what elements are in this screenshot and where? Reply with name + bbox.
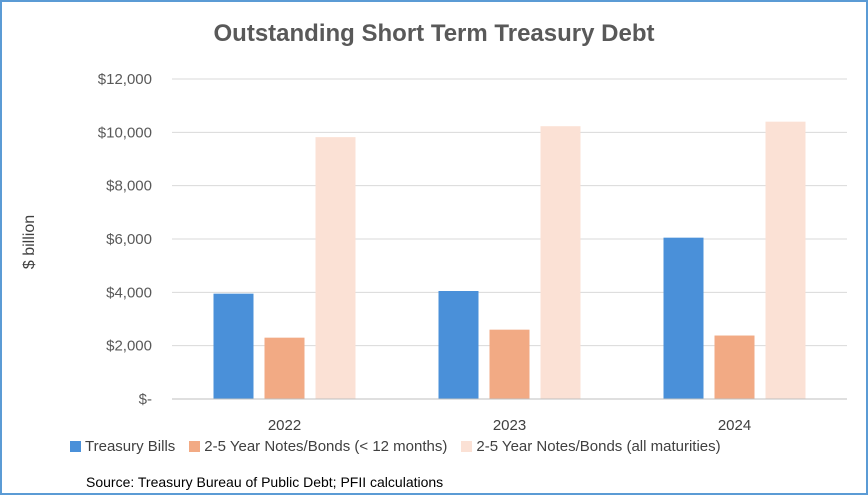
- y-tick-label: $-: [139, 391, 152, 408]
- legend-swatch-notes-under-12-months: [189, 441, 201, 452]
- source-note: Source: Treasury Bureau of Public Debt; …: [86, 474, 444, 490]
- legend-swatch-notes-all-maturities: [461, 441, 473, 452]
- bar: [714, 335, 755, 399]
- legend-item-treasury-bills: Treasury Bills: [70, 438, 175, 455]
- bar: [489, 329, 530, 399]
- y-tick-label: $10,000: [98, 124, 152, 141]
- y-tick-label: $12,000: [98, 71, 152, 88]
- y-tick-label: $4,000: [106, 284, 152, 301]
- chart-title: Outstanding Short Term Treasury Debt: [213, 20, 655, 47]
- bar: [213, 293, 254, 399]
- legend-swatch-treasury-bills: [70, 441, 81, 452]
- legend-label-notes-all-maturities: 2-5 Year Notes/Bonds (all maturities): [476, 438, 721, 455]
- y-tick-label: $2,000: [106, 338, 152, 355]
- legend-label-notes-under-12-months: 2-5 Year Notes/Bonds (< 12 months): [204, 438, 448, 455]
- bar: [765, 121, 806, 400]
- y-tick-label: $6,000: [106, 231, 152, 248]
- bar: [663, 237, 704, 399]
- legend: Treasury Bills 2-5 Year Notes/Bonds (< 1…: [70, 438, 721, 455]
- legend-item-notes-all-maturities: 2-5 Year Notes/Bonds (all maturities): [461, 438, 721, 455]
- x-tick-label: 2024: [718, 417, 751, 434]
- bar: [264, 337, 305, 399]
- bar: [438, 291, 479, 399]
- x-tick-label: 2022: [268, 417, 301, 434]
- bar: [540, 126, 581, 399]
- x-tick-label: 2023: [493, 417, 526, 434]
- bar: [315, 137, 356, 399]
- y-tick-label: $8,000: [106, 178, 152, 195]
- legend-label-treasury-bills: Treasury Bills: [85, 438, 176, 455]
- legend-item-notes-under-12-months: 2-5 Year Notes/Bonds (< 12 months): [189, 438, 447, 455]
